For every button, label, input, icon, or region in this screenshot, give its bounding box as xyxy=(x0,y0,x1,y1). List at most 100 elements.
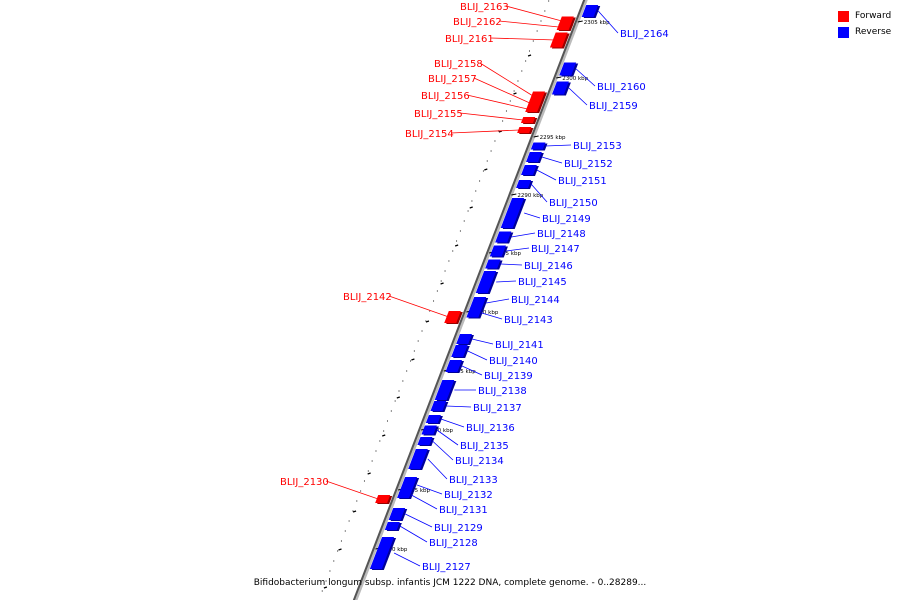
scale-mark xyxy=(367,472,371,475)
gene-blij_2154: BLIJ_2154 xyxy=(405,127,534,140)
scale-dot xyxy=(383,430,385,432)
scale-dot xyxy=(536,30,538,32)
gene-label: BLIJ_2147 xyxy=(531,244,580,255)
scale-dot xyxy=(448,260,450,262)
gene-leader-line xyxy=(388,295,449,318)
gene-blij_2150: BLIJ_2150 xyxy=(516,180,598,209)
gene-label: BLIJ_2151 xyxy=(558,176,607,187)
gene-label: BLIJ_2136 xyxy=(466,423,515,434)
gene-leader-line xyxy=(505,5,562,22)
scale-dot xyxy=(452,250,454,252)
gene-label: BLIJ_2145 xyxy=(518,277,567,288)
gene-box xyxy=(369,537,395,569)
gene-label: BLIJ_2135 xyxy=(460,441,509,452)
scale-dot xyxy=(513,90,515,92)
gene-label: BLIJ_2129 xyxy=(434,523,483,534)
gene-box xyxy=(456,334,472,344)
gene-label: BLIJ_2130 xyxy=(280,477,329,488)
scale-mark xyxy=(440,282,444,285)
gene-leader-line xyxy=(440,418,465,428)
scale-dot xyxy=(429,310,431,312)
scale-dot xyxy=(363,480,365,482)
kbp-tick-label: 2270 kbp xyxy=(427,428,453,434)
gene-label: BLIJ_2159 xyxy=(589,101,638,112)
kbp-tick-label: 2285 kbp xyxy=(495,251,521,257)
gene-box xyxy=(551,81,569,95)
gene-box xyxy=(469,297,487,309)
gene-box xyxy=(384,522,400,530)
legend-item-reverse: Reverse xyxy=(838,24,900,40)
gene-blij_2130: BLIJ_2130 xyxy=(280,477,393,504)
scale-dot xyxy=(517,80,519,82)
scale-dot xyxy=(344,530,346,532)
kbp-tick-label: 2280 kbp xyxy=(472,310,498,316)
gene-label: BLIJ_2163 xyxy=(460,2,509,13)
gene-box xyxy=(526,152,542,162)
scale-mark xyxy=(352,510,357,513)
scale-dot xyxy=(379,440,381,442)
gene-box xyxy=(375,495,391,503)
gene-blij_2136: BLIJ_2136 xyxy=(425,415,515,434)
gene-blij_2134: BLIJ_2134 xyxy=(417,437,504,467)
gene-blij_2144: BLIJ_2144 xyxy=(469,295,560,310)
gene-label: BLIJ_2149 xyxy=(542,214,591,225)
gene-label: BLIJ_2133 xyxy=(449,475,498,486)
gene-label: BLIJ_2144 xyxy=(511,295,560,306)
scale-dot xyxy=(360,490,362,492)
gene-leader-line xyxy=(471,338,494,345)
gene-blij_2156: BLIJ_2156 xyxy=(421,91,542,113)
scale-dot xyxy=(333,560,335,562)
scale-dot xyxy=(494,140,496,142)
gene-blij_2135: BLIJ_2135 xyxy=(421,425,509,452)
gene-leader-line xyxy=(461,365,483,376)
gene-box xyxy=(421,425,437,435)
scale-dot xyxy=(402,380,404,382)
gene-blij_2162: BLIJ_2162 xyxy=(453,17,573,31)
scale-dot xyxy=(532,40,534,42)
scale-dot xyxy=(486,160,488,162)
scale-dot xyxy=(456,240,458,242)
scale-dot xyxy=(463,220,465,222)
scale-dot xyxy=(386,420,388,422)
gene-box xyxy=(500,198,525,228)
gene-label: BLIJ_2162 xyxy=(453,17,502,28)
scale-dot xyxy=(475,190,477,192)
gene-label: BLIJ_2164 xyxy=(620,29,669,40)
scale-mark xyxy=(382,434,386,437)
gene-label: BLIJ_2157 xyxy=(428,74,477,85)
scale-mark xyxy=(454,244,459,247)
gene-leader-line xyxy=(597,10,619,34)
gene-leader-line xyxy=(459,112,524,121)
gene-box xyxy=(525,106,540,112)
gene-label: BLIJ_2155 xyxy=(414,109,463,120)
scale-dot xyxy=(329,570,331,572)
gene-box xyxy=(530,142,546,150)
scale-dot xyxy=(467,210,469,212)
gene-leader-line xyxy=(568,87,588,106)
legend-item-forward: Forward xyxy=(838,8,900,24)
gene-box xyxy=(398,477,418,493)
gene-leader-line xyxy=(393,552,421,567)
gene-leader-line xyxy=(427,458,448,480)
scale-dot xyxy=(425,320,427,322)
scale-dot xyxy=(479,180,481,182)
kbp-tick-label: 2295 kbp xyxy=(540,135,566,141)
gene-leader-line xyxy=(399,525,428,543)
gene-label: BLIJ_2140 xyxy=(489,356,538,367)
legend: Forward Reverse xyxy=(838,8,900,40)
gene-box xyxy=(529,91,546,101)
gene-label: BLIJ_2161 xyxy=(445,34,494,45)
gene-box xyxy=(517,127,532,133)
gene-box xyxy=(556,24,571,30)
gene-leader-line xyxy=(325,480,379,500)
gene-box xyxy=(489,245,506,257)
scale-dot xyxy=(371,460,373,462)
scale-dot xyxy=(367,470,369,472)
kbp-tick-label: 2275 kbp xyxy=(450,369,476,375)
gene-leader-line xyxy=(466,94,528,110)
gene-box xyxy=(408,449,428,469)
gene-leader-line xyxy=(416,484,443,495)
gene-leader-line xyxy=(505,247,530,252)
legend-reverse-label: Reverse xyxy=(855,27,892,37)
gene-leader-line xyxy=(545,144,572,147)
